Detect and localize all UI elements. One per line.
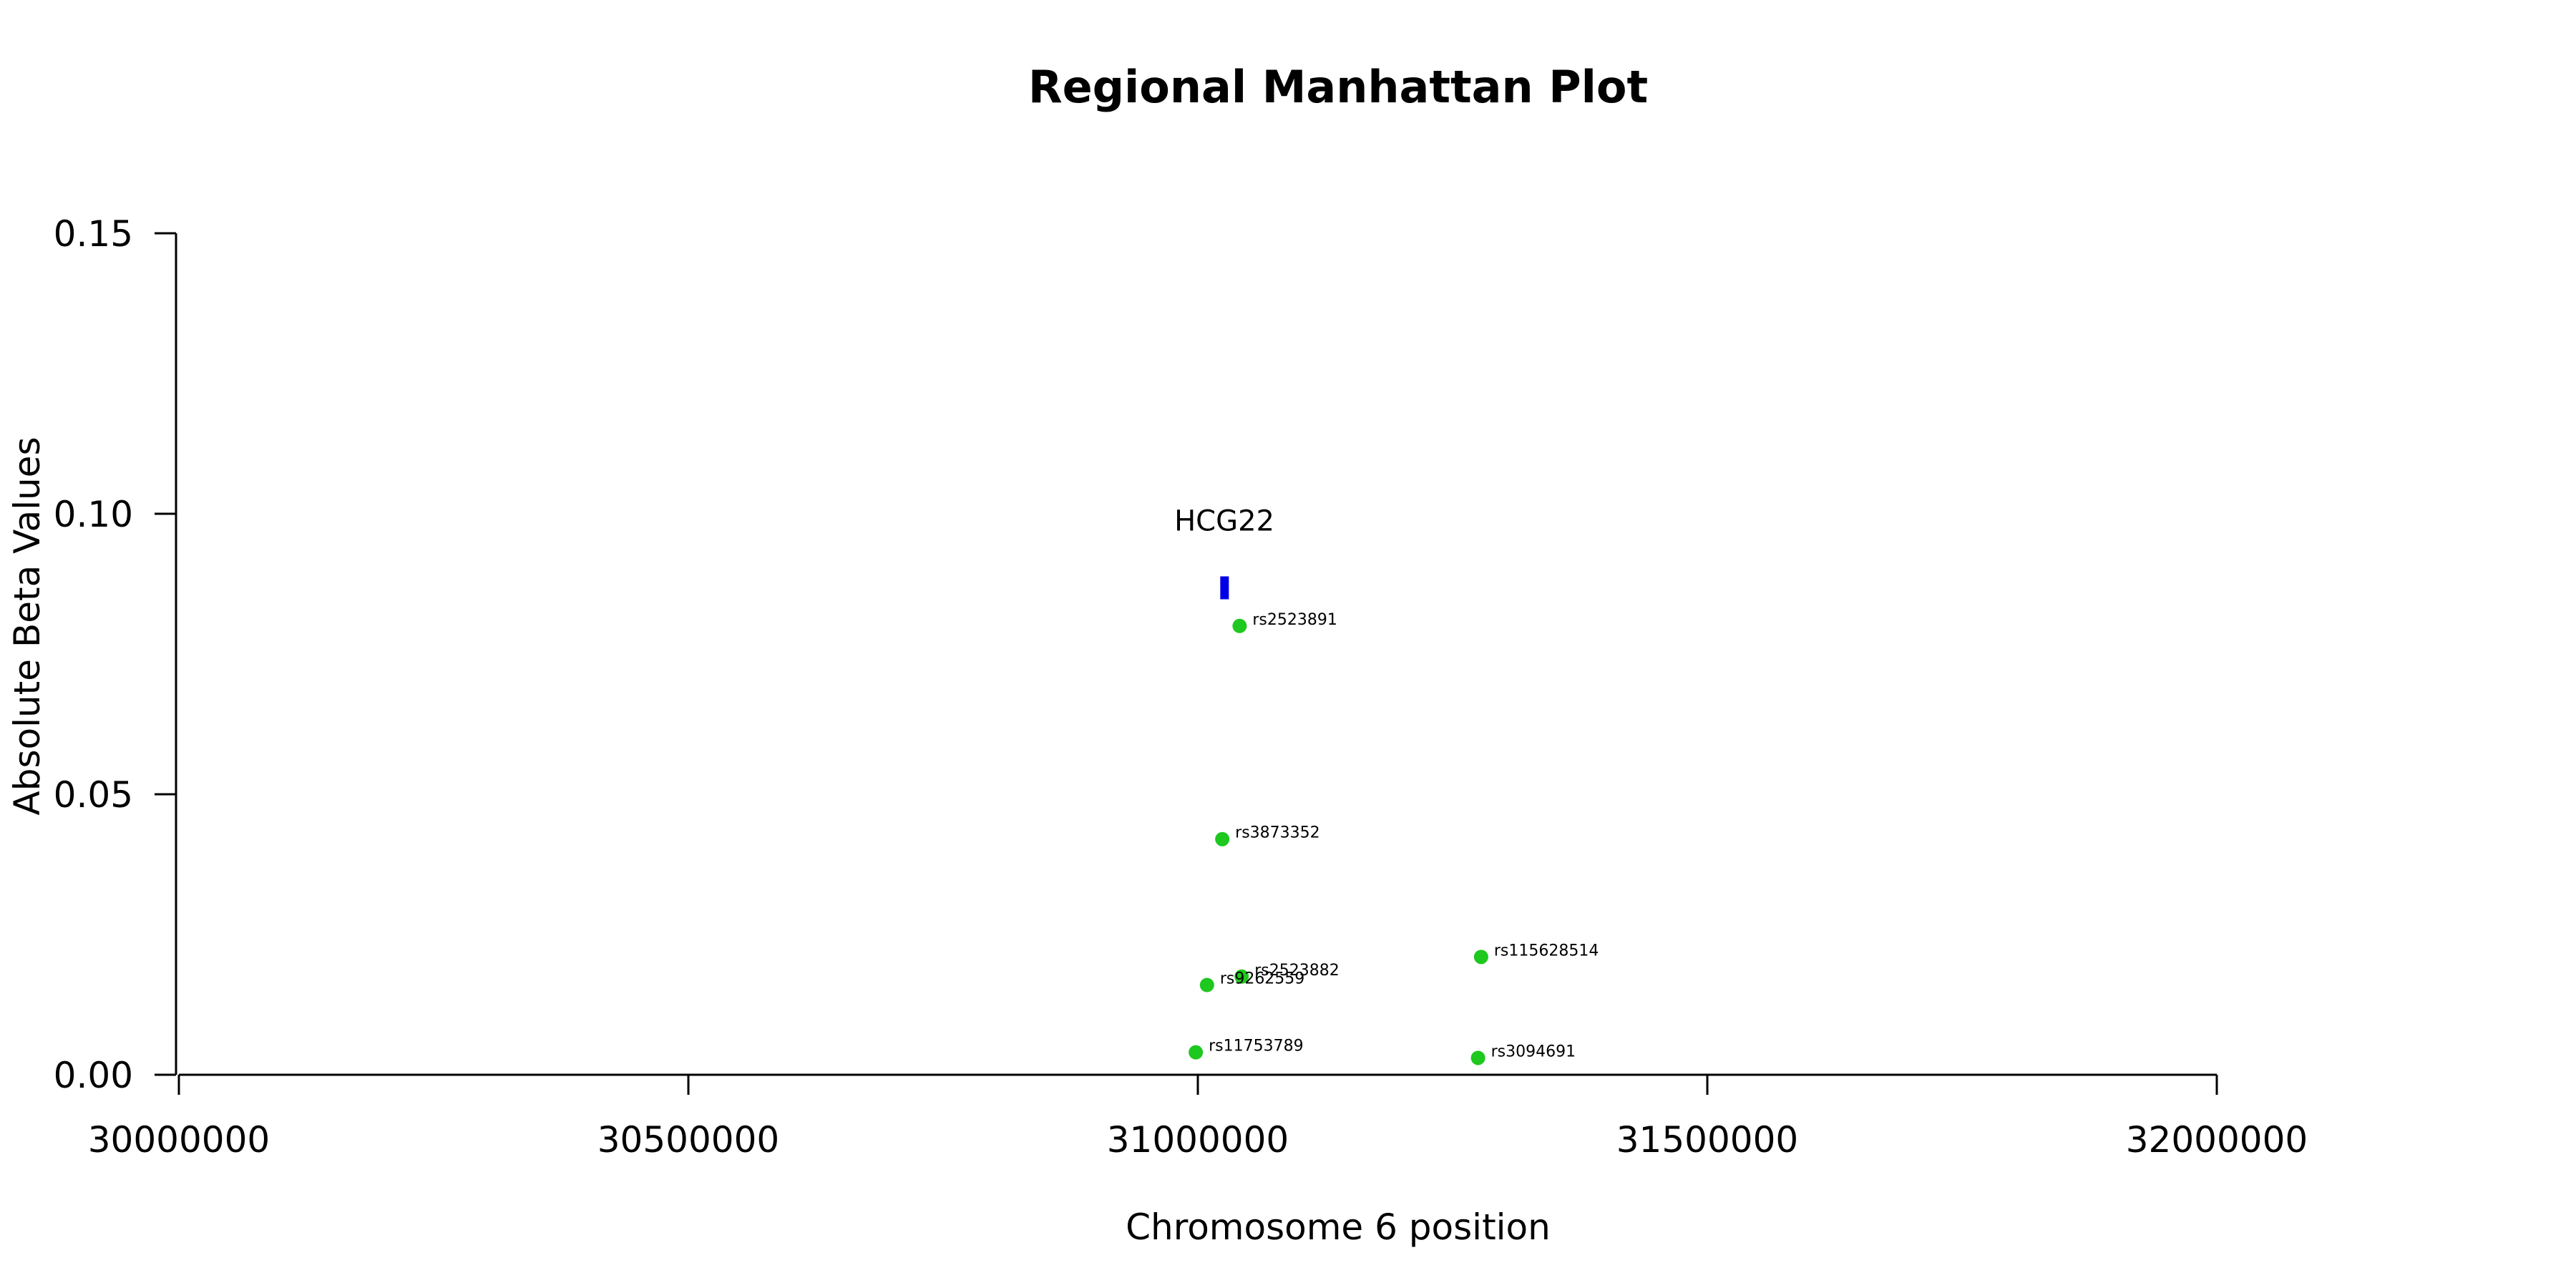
snp-points: rs2523891rs3873352rs115628514rs2523882rs…: [1189, 611, 1599, 1065]
snp-label: rs11753789: [1209, 1038, 1303, 1055]
chart-title: Regional Manhattan Plot: [1028, 61, 1648, 113]
snp-point: [1232, 618, 1247, 633]
y-axis: 0.00 0.05 0.10 0.15: [54, 213, 177, 1096]
y-tick-label: 0.05: [54, 774, 133, 816]
gene-track: HCG22: [1174, 504, 1274, 600]
gene-bar: [1220, 576, 1229, 600]
x-tick-label: 32000000: [2126, 1119, 2308, 1161]
snp-point: [1473, 950, 1488, 965]
snp-label: rs2523891: [1252, 611, 1337, 629]
y-tick-label: 0.15: [54, 213, 133, 255]
snp-label: rs3873352: [1235, 824, 1320, 842]
gene-label: HCG22: [1174, 504, 1274, 537]
snp-label: rs115628514: [1494, 942, 1599, 960]
x-tick-label: 31500000: [1616, 1119, 1799, 1161]
y-tick-label: 0.00: [54, 1055, 133, 1096]
snp-point: [1234, 969, 1249, 984]
snp-label: rs9262559: [1220, 970, 1305, 988]
snp-point: [1189, 1045, 1204, 1060]
x-tick-label: 31000000: [1107, 1119, 1289, 1161]
x-tick-label: 30500000: [597, 1119, 780, 1161]
x-axis: 30000000 30500000 31000000 31500000 32000000: [88, 1073, 2308, 1161]
snp-point: [1199, 977, 1214, 992]
snp-point: [1470, 1050, 1485, 1065]
snp-point: [1215, 831, 1230, 847]
snp-label: rs3094691: [1491, 1043, 1576, 1060]
y-axis-label: Absolute Beta Values: [6, 437, 48, 816]
snp-label: rs2523882: [1254, 962, 1340, 980]
y-tick-label: 0.10: [54, 494, 133, 535]
x-axis-label: Chromosome 6 position: [1126, 1206, 1551, 1248]
x-tick-label: 30000000: [88, 1119, 270, 1161]
